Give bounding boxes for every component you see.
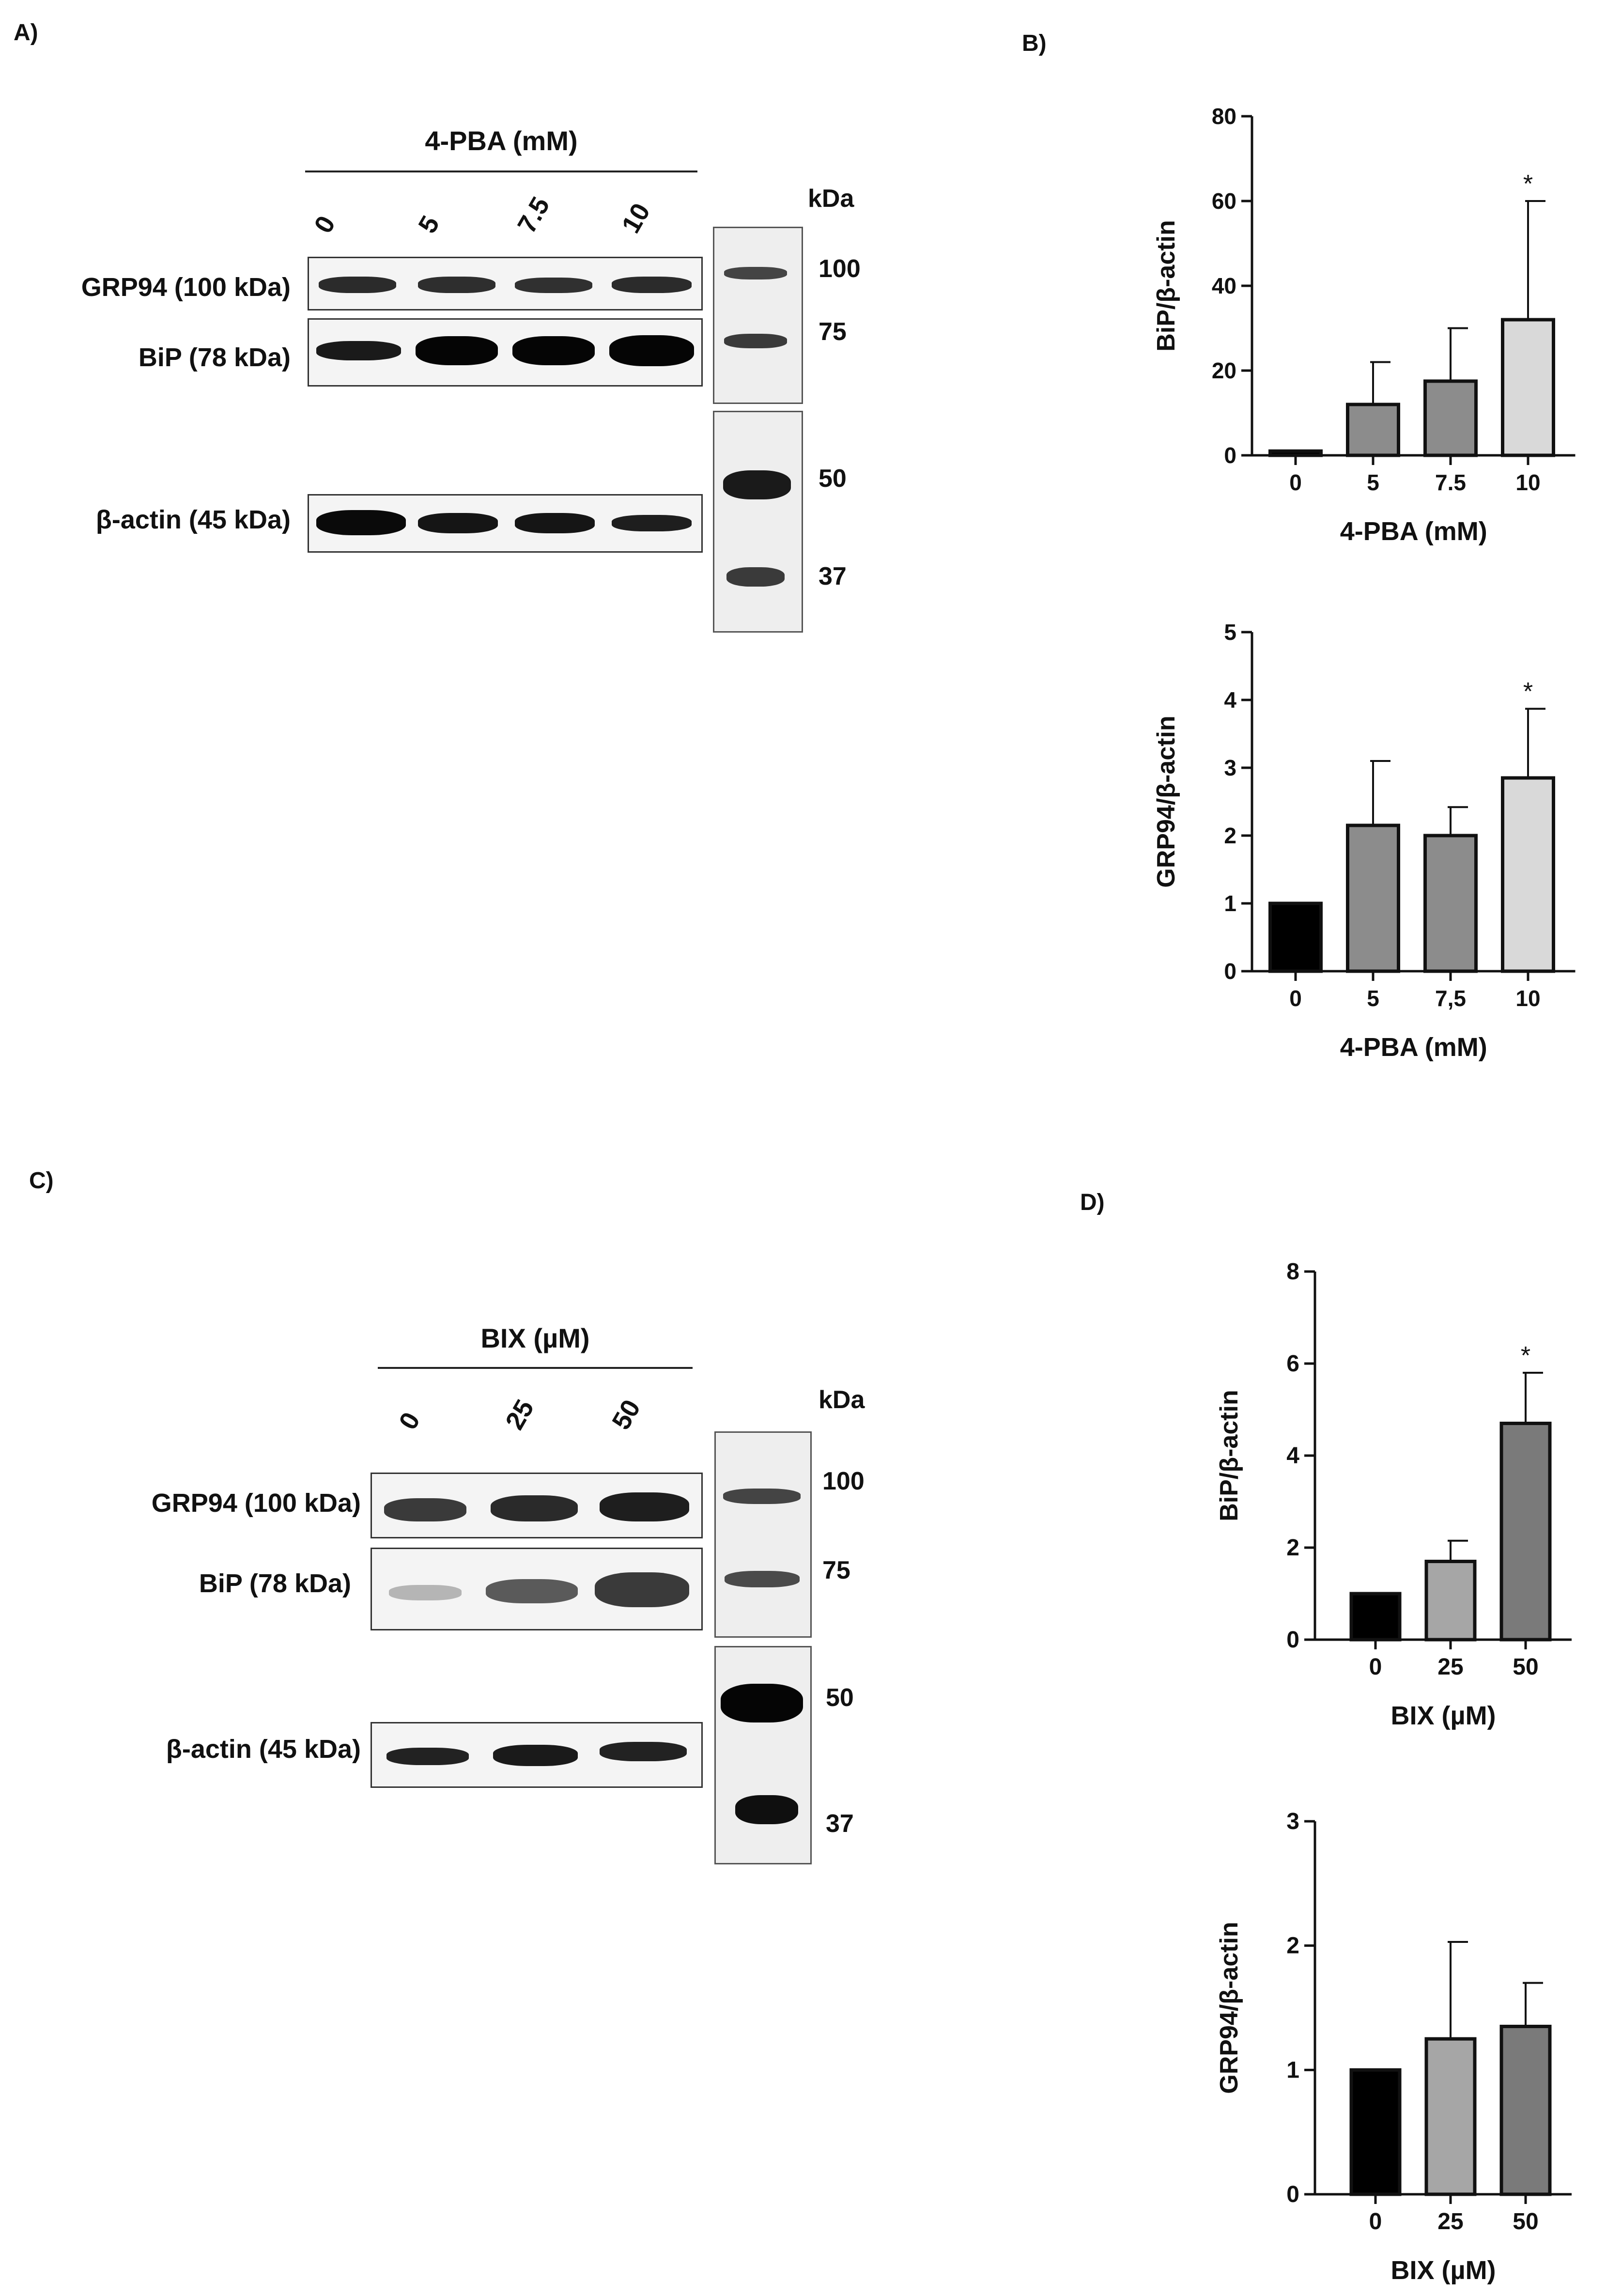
y-tick-label: 80	[1212, 104, 1236, 129]
panel-c-row-label: β-actin (45 kDa)	[166, 1735, 361, 1764]
bar	[1268, 449, 1323, 457]
y-tick-label: 4	[1224, 687, 1236, 713]
y-tick-label: 0	[1224, 959, 1236, 984]
x-tick-label: 0	[1289, 986, 1302, 1011]
y-tick-label: 2	[1224, 823, 1236, 848]
x-tick-label: 25	[1437, 1654, 1463, 1680]
x-axis-label: 4-PBA (mM)	[1340, 517, 1487, 546]
panel-c-marker-100: 100	[822, 1467, 865, 1495]
y-tick-label: 4	[1286, 1443, 1299, 1469]
y-tick-label: 2	[1286, 1535, 1299, 1561]
x-tick-label: 0	[1289, 470, 1302, 495]
y-tick-label: 6	[1286, 1351, 1299, 1377]
panel-a-grp94-blot	[308, 257, 703, 310]
y-tick-label: 0	[1286, 1627, 1299, 1653]
bar	[1424, 1560, 1477, 1642]
panel-a-treatment-label: 4-PBA (mM)	[425, 125, 578, 156]
bar	[1499, 1422, 1552, 1642]
panel-a-letter: A)	[14, 20, 38, 46]
bar	[1501, 318, 1555, 457]
x-tick-label: 7.5	[1435, 470, 1466, 495]
bar	[1423, 379, 1478, 457]
x-tick-label: 7,5	[1435, 986, 1466, 1011]
x-tick-label: 5	[1367, 470, 1379, 495]
panel-a-marker-37: 37	[819, 562, 847, 590]
x-tick-label: 0	[1369, 1654, 1382, 1680]
y-tick-label: 0	[1286, 2182, 1299, 2207]
panel-c-kda-label: kDa	[819, 1386, 865, 1414]
panel-c-grp94-blot	[371, 1473, 703, 1538]
panel-a-bip-blot	[308, 318, 703, 387]
x-tick-label: 10	[1515, 986, 1540, 1011]
x-axis-label: BIX (µM)	[1390, 1701, 1496, 1730]
bar	[1501, 776, 1555, 973]
bar	[1499, 2025, 1552, 2196]
y-tick-label: 3	[1224, 755, 1236, 780]
y-axis-label: BiP/β-actin	[1152, 220, 1180, 352]
y-axis-label: BiP/β-actin	[1215, 1390, 1243, 1521]
panel-c-row-label: GRP94 (100 kDa)	[151, 1489, 361, 1518]
x-tick-label: 50	[1513, 2209, 1538, 2234]
x-tick-label: 25	[1437, 2209, 1463, 2234]
panel-a-marker-bottom	[713, 411, 803, 633]
panel-a-treatment-line	[305, 171, 697, 172]
panel-a-marker-top	[713, 227, 803, 404]
x-axis-label: BIX (µM)	[1390, 2256, 1496, 2285]
panel-c-marker-top	[714, 1431, 812, 1638]
panel-a-row-label: β-actin (45 kDa)	[95, 505, 291, 534]
x-tick-label: 10	[1515, 470, 1540, 495]
bar	[1349, 2068, 1402, 2196]
y-tick-label: 40	[1212, 273, 1236, 298]
x-tick-label: 50	[1513, 1654, 1538, 1680]
panel-c-treatment-line	[378, 1367, 693, 1369]
significance-marker: *	[1523, 678, 1533, 706]
chart-bip-bix: 0 2 4 6 8 0 25 50 * BIX (µM) BiP/β-actin	[1215, 1259, 1572, 1730]
panel-c-treatment-label: BIX (µM)	[480, 1323, 590, 1353]
y-tick-label: 2	[1286, 1933, 1299, 1959]
y-tick-label: 20	[1212, 358, 1236, 383]
y-tick-label: 60	[1212, 188, 1236, 214]
panel-c-row-label: BiP (78 kDa)	[199, 1569, 351, 1598]
y-tick-label: 0	[1224, 443, 1236, 468]
panel-d-letter: D)	[1080, 1190, 1105, 1215]
significance-marker: *	[1521, 1342, 1530, 1370]
panel-c-letter: C)	[29, 1168, 54, 1194]
y-tick-label: 8	[1286, 1259, 1299, 1285]
panel-a-actin-blot	[308, 494, 703, 553]
chart-bip-4pba: 0 20 40 60 80 0 5 7.5 10 * 4-PBA (mM) BiP/β-actin	[1152, 104, 1576, 546]
y-tick-label: 5	[1224, 620, 1236, 645]
panel-c-bip-blot	[371, 1548, 703, 1630]
panel-a-marker-50: 50	[819, 465, 847, 493]
bar	[1424, 2037, 1477, 2196]
x-tick-label: 5	[1367, 986, 1379, 1011]
bar	[1268, 901, 1323, 973]
panel-b-letter: B)	[1022, 31, 1047, 56]
bar	[1346, 823, 1400, 973]
panel-a-kda-label: kDa	[808, 185, 854, 213]
panel-c-marker-75: 75	[822, 1556, 850, 1584]
bar	[1346, 403, 1400, 457]
panel-c-marker-bottom	[714, 1646, 812, 1864]
significance-marker: *	[1523, 170, 1533, 198]
y-axis-label: GRP94/β-actin	[1152, 715, 1180, 887]
x-axis-label: 4-PBA (mM)	[1340, 1033, 1487, 1062]
y-axis-label: GRP94/β-actin	[1215, 1922, 1243, 2094]
panel-a-marker-75: 75	[819, 318, 847, 346]
y-tick-label: 3	[1286, 1809, 1299, 1834]
panel-c-marker-50: 50	[826, 1684, 854, 1712]
panel-a-marker-100: 100	[819, 255, 861, 283]
panel-a-row-label: GRP94 (100 kDa)	[81, 273, 291, 302]
panel-c-actin-blot	[371, 1722, 703, 1788]
chart-grp94-bix: 0 1 2 3 0 25 50 BIX (µM) GRP94/β-actin	[1215, 1809, 1572, 2285]
panel-a-row-label: BiP (78 kDa)	[138, 343, 291, 372]
x-tick-label: 0	[1369, 2209, 1382, 2234]
bar	[1349, 1592, 1402, 1642]
y-tick-label: 1	[1286, 2057, 1299, 2083]
panel-c-marker-37: 37	[826, 1810, 854, 1838]
y-tick-label: 1	[1224, 891, 1236, 916]
bar	[1423, 834, 1478, 973]
chart-grp94-4pba: 0 1 2 3 4 5 0 5 7,5 10 * 4-PBA (mM) GRP94/β-actin	[1152, 620, 1576, 1062]
